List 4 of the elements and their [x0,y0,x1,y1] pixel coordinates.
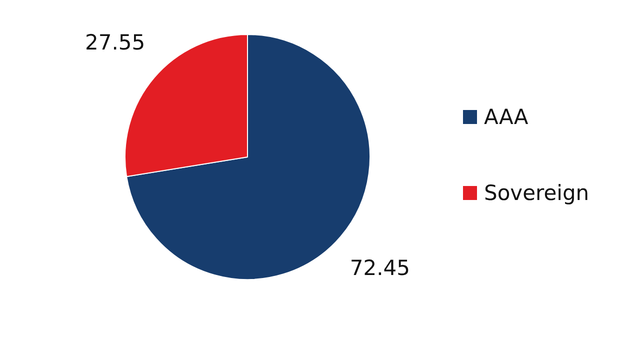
legend-label: AAA [484,105,528,129]
legend-label: Sovereign [484,181,590,205]
data-label: 72.45 [350,256,410,280]
data-label: 27.55 [84,30,146,55]
